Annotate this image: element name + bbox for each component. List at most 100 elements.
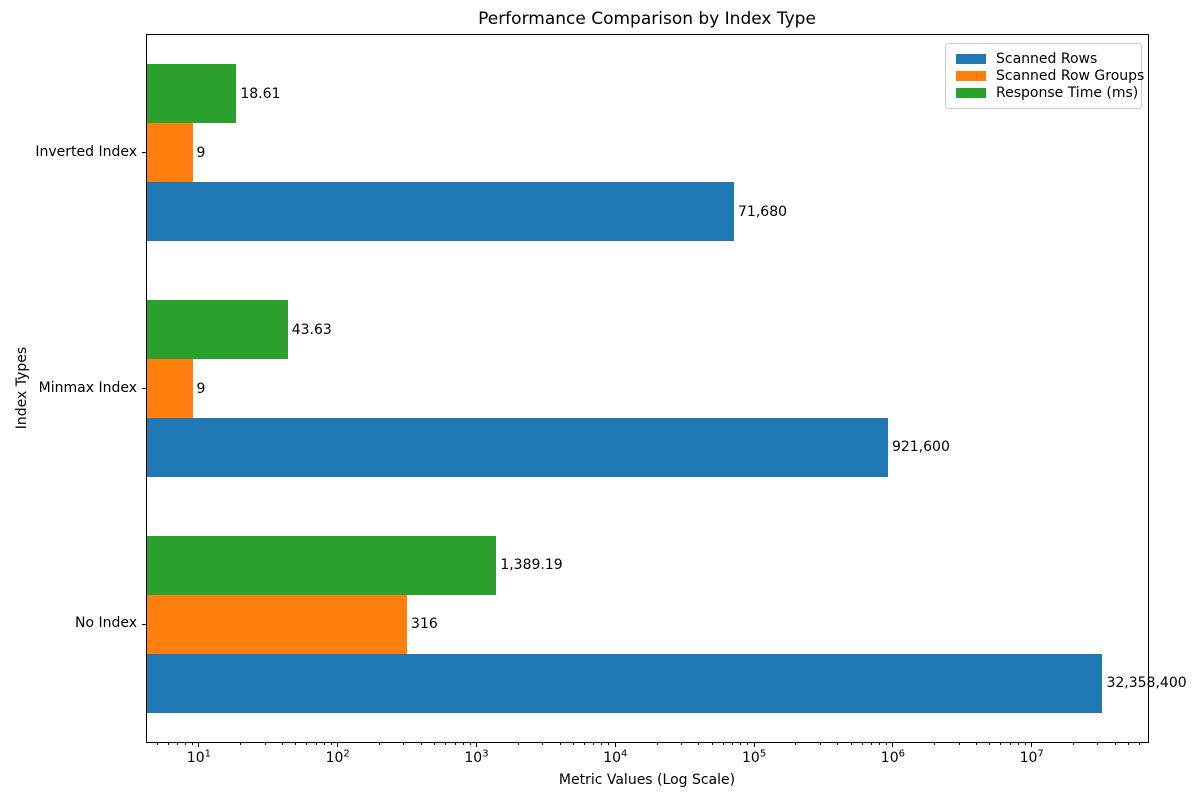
bar-scanned-row-groups-minmax-index <box>147 359 193 418</box>
x-axis-minor-tick <box>264 742 266 745</box>
bar-response-time-ms-inverted-index <box>147 64 237 124</box>
x-axis-minor-tick <box>240 742 242 745</box>
x-axis-minor-tick <box>1114 742 1116 745</box>
legend-item-response-time-ms: Response Time (ms) <box>956 85 1138 102</box>
x-tick-label: 106 <box>880 748 905 766</box>
x-axis-minor-tick <box>559 742 561 745</box>
x-axis-minor-tick <box>176 742 178 745</box>
x-axis-minor-tick <box>167 742 169 745</box>
x-axis-major-tick <box>892 742 894 747</box>
x-axis-minor-tick <box>934 742 936 745</box>
x-axis-minor-tick <box>698 742 700 745</box>
x-axis-minor-tick <box>1017 742 1019 745</box>
x-axis-minor-tick <box>656 742 658 745</box>
legend-swatch-icon <box>956 53 986 64</box>
x-axis-minor-tick <box>958 742 960 745</box>
x-axis-minor-tick <box>861 742 863 745</box>
x-axis-minor-tick <box>850 742 852 745</box>
x-axis-minor-tick <box>295 742 297 745</box>
x-axis-minor-tick <box>306 742 308 745</box>
x-axis-minor-tick <box>837 742 839 745</box>
bar-value-label: 921,600 <box>891 439 950 456</box>
x-axis-minor-tick <box>330 742 332 745</box>
bar-response-time-ms-no-index <box>147 535 497 595</box>
x-axis-major-tick <box>1031 742 1033 747</box>
x-axis-title: Metric Values (Log Scale) <box>558 772 736 788</box>
x-axis-minor-tick <box>315 742 317 745</box>
legend-label: Scanned Rows <box>996 50 1098 67</box>
bar-value-label: 32,358,400 <box>1106 675 1187 692</box>
x-axis-minor-tick <box>681 742 683 745</box>
x-axis-minor-tick <box>886 742 888 745</box>
x-axis-major-tick <box>337 742 339 747</box>
x-axis-minor-tick <box>1072 742 1074 745</box>
bar-scanned-rows-inverted-index <box>147 182 735 242</box>
x-axis-minor-tick <box>1024 742 1026 745</box>
y-axis-tick <box>142 152 147 154</box>
y-tick-label-no-index: No Index <box>74 615 137 632</box>
y-tick-label-inverted-index: Inverted Index <box>35 143 137 160</box>
x-axis-minor-tick <box>601 742 603 745</box>
legend-item-scanned-row-groups: Scanned Row Groups <box>956 67 1144 84</box>
x-axis-major-tick <box>198 742 200 747</box>
legend-label: Scanned Row Groups <box>996 67 1145 84</box>
x-tick-label: 107 <box>1019 748 1044 766</box>
bar-scanned-row-groups-inverted-index <box>147 123 193 183</box>
x-axis-minor-tick <box>462 742 464 745</box>
x-axis-minor-tick <box>593 742 595 745</box>
x-axis-minor-tick <box>819 742 821 745</box>
x-axis-minor-tick <box>323 742 325 745</box>
bar-response-time-ms-minmax-index <box>147 300 288 360</box>
x-axis-major-tick <box>476 742 477 747</box>
x-axis-minor-tick <box>878 742 880 745</box>
x-axis-minor-tick <box>1097 742 1099 745</box>
x-axis-minor-tick <box>584 742 585 745</box>
x-axis-minor-tick <box>608 742 610 745</box>
x-tick-label: 104 <box>603 748 628 766</box>
x-axis-minor-tick <box>420 742 422 745</box>
bar-scanned-rows-no-index <box>147 653 1103 713</box>
x-axis-minor-tick <box>1139 742 1141 745</box>
x-axis-minor-tick <box>732 742 734 745</box>
x-axis-minor-tick <box>1128 742 1130 745</box>
x-axis-minor-tick <box>795 742 797 745</box>
x-axis-minor-tick <box>747 742 749 745</box>
bar-scanned-rows-minmax-index <box>147 417 888 477</box>
x-axis-minor-tick <box>156 742 158 745</box>
x-axis-minor-tick <box>975 742 977 745</box>
legend-label: Response Time (ms) <box>996 85 1139 102</box>
bar-value-label: 9 <box>196 144 206 161</box>
bar-value-label: 71,680 <box>738 203 788 220</box>
bar-value-label: 1,389.19 <box>500 557 563 574</box>
x-axis-minor-tick <box>1009 742 1011 745</box>
bar-scanned-row-groups-no-index <box>147 594 408 654</box>
x-axis-minor-tick <box>989 742 991 745</box>
x-axis-minor-tick <box>281 742 283 745</box>
bar-value-label: 43.63 <box>291 321 332 338</box>
x-tick-label: 102 <box>325 748 350 766</box>
x-axis-minor-tick <box>1000 742 1002 745</box>
x-tick-label: 101 <box>186 748 212 766</box>
x-axis-minor-tick <box>445 742 447 745</box>
legend-item-scanned-rows: Scanned Rows <box>956 50 1131 67</box>
bar-value-label: 18.61 <box>240 85 281 102</box>
x-axis-minor-tick <box>517 742 519 745</box>
chart-title: Performance Comparison by Index Type <box>478 9 816 29</box>
x-axis-major-tick <box>753 742 755 747</box>
bar-value-label: 316 <box>411 616 438 633</box>
y-tick-label-minmax-index: Minmax Index <box>38 379 137 396</box>
legend: Scanned Rows Scanned Row Groups Response T… <box>945 43 1144 109</box>
y-axis-tick <box>142 623 147 625</box>
x-axis-minor-tick <box>740 742 742 745</box>
legend-swatch-icon <box>956 70 986 81</box>
x-axis-minor-tick <box>454 742 456 745</box>
x-axis-minor-tick <box>184 742 186 745</box>
x-axis-minor-tick <box>469 742 471 745</box>
x-axis-minor-tick <box>192 742 194 745</box>
x-axis-minor-tick <box>403 742 405 745</box>
x-axis-minor-tick <box>711 742 713 745</box>
x-tick-label: 105 <box>741 748 767 766</box>
x-axis-minor-tick <box>542 742 544 745</box>
legend-swatch-icon <box>956 88 986 99</box>
